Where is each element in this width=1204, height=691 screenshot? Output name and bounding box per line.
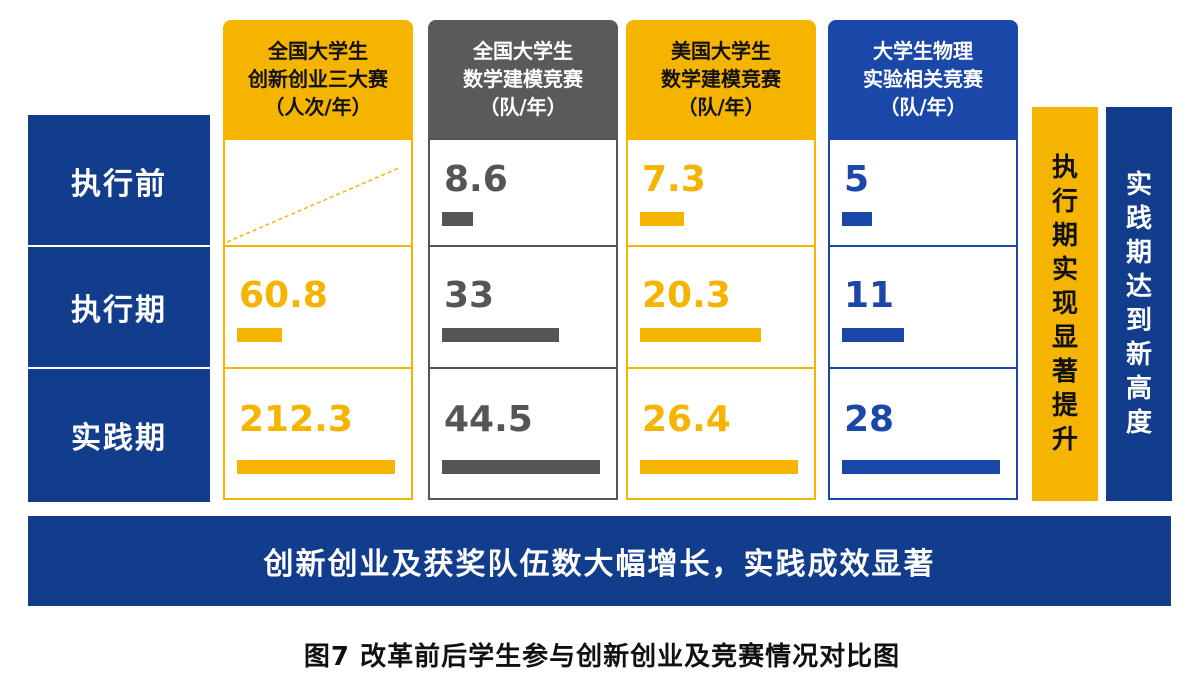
- value-bar: [442, 212, 473, 226]
- column-header-4: 大学生物理实验相关竞赛 （队/年）: [828, 20, 1018, 138]
- column-header-line: 数学建模竞赛: [661, 67, 781, 91]
- side-note-char: 提: [1051, 391, 1078, 421]
- cell-value: 20.3: [642, 275, 731, 316]
- value-bar: [237, 460, 395, 474]
- side-note-2: 实践期达到新高度: [1106, 107, 1172, 501]
- value-bar: [237, 328, 282, 342]
- row-label-3: 实践期: [28, 368, 210, 502]
- cell-value: 11: [844, 275, 895, 316]
- column-body-2: [428, 138, 618, 500]
- value-bar: [842, 460, 1000, 474]
- side-note-char: 执: [1051, 153, 1078, 183]
- cell-divider: [428, 245, 618, 247]
- column-header-line: 数学建模竞赛: [463, 67, 583, 91]
- side-note-1: 执行期实现显著提升: [1032, 107, 1098, 501]
- side-note-char: 实: [1125, 170, 1152, 200]
- side-note-char: 达: [1125, 272, 1152, 302]
- column-header-line: 全国大学生: [268, 39, 368, 63]
- row-label-1: 执行前: [28, 115, 210, 246]
- column-header-line: （人次/年）: [264, 95, 372, 119]
- column-header-line: 美国大学生: [671, 39, 771, 63]
- row-label-2: 执行期: [28, 246, 210, 368]
- cell-value: 28: [844, 399, 895, 440]
- figure-caption: 图7 改革前后学生参与创新创业及竞赛情况对比图: [303, 642, 901, 672]
- row-label-divider: [28, 367, 210, 369]
- side-note-char: 度: [1125, 408, 1152, 438]
- value-bar: [842, 328, 904, 342]
- cell-divider: [223, 367, 413, 369]
- summary-banner: 创新创业及获奖队伍数大幅增长，实践成效显著: [28, 516, 1171, 606]
- cell-divider: [828, 245, 1018, 247]
- side-note-char: 新: [1125, 340, 1152, 370]
- cell-value: 212.3: [239, 399, 353, 440]
- cell-value: 33: [444, 275, 495, 316]
- column-header-line: 实验相关竞赛: [863, 67, 983, 91]
- value-bar: [442, 460, 600, 474]
- column-header-line: （队/年）: [879, 95, 967, 119]
- cell-divider: [428, 367, 618, 369]
- column-header-3: 美国大学生数学建模竞赛 （队/年）: [626, 20, 816, 138]
- column-body-3: [626, 138, 816, 500]
- column-header-1: 全国大学生创新创业三大赛 （人次/年）: [223, 20, 413, 138]
- cell-value: 60.8: [239, 275, 328, 316]
- side-note-char: 现: [1051, 289, 1078, 319]
- empty-cell-diagonal: [226, 167, 400, 243]
- side-note-char: 到: [1125, 306, 1152, 336]
- side-note-char: 期: [1125, 238, 1152, 268]
- value-bar: [640, 212, 684, 226]
- side-note-char: 践: [1125, 204, 1152, 234]
- column-header-line: （队/年）: [479, 95, 567, 119]
- side-note-char: 著: [1051, 357, 1078, 387]
- cell-divider: [828, 367, 1018, 369]
- cell-value: 8.6: [444, 159, 508, 200]
- column-header-line: （队/年）: [677, 95, 765, 119]
- cell-value: 5: [844, 159, 870, 200]
- row-label-divider: [28, 245, 210, 247]
- column-header-2: 全国大学生数学建模竞赛 （队/年）: [428, 20, 618, 138]
- column-header-line: 创新创业三大赛: [248, 67, 388, 91]
- value-bar: [842, 212, 872, 226]
- cell-value: 7.3: [642, 159, 706, 200]
- side-note-char: 期: [1051, 221, 1078, 251]
- side-note-char: 高: [1125, 374, 1152, 404]
- value-bar: [640, 460, 798, 474]
- side-note-char: 显: [1051, 323, 1078, 353]
- column-header-line: 大学生物理: [873, 39, 973, 63]
- cell-value: 26.4: [642, 399, 731, 440]
- value-bar: [442, 328, 559, 342]
- cell-divider: [626, 367, 816, 369]
- value-bar: [640, 328, 761, 342]
- column-body-4: [828, 138, 1018, 500]
- side-note-char: 升: [1051, 425, 1078, 455]
- side-note-char: 实: [1051, 255, 1078, 285]
- cell-value: 44.5: [444, 399, 533, 440]
- side-note-char: 行: [1051, 187, 1078, 217]
- cell-divider: [626, 245, 816, 247]
- diagonal-line: [226, 167, 400, 243]
- cell-divider: [223, 245, 413, 247]
- column-body-1: [223, 138, 413, 500]
- column-header-line: 全国大学生: [473, 39, 573, 63]
